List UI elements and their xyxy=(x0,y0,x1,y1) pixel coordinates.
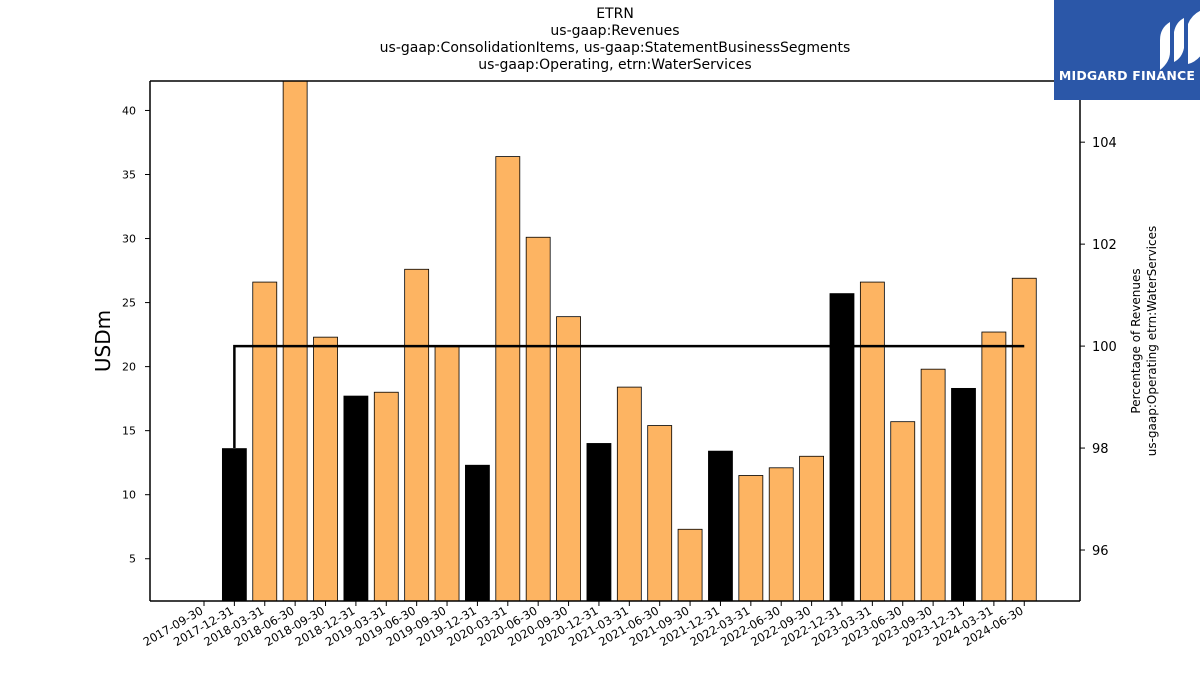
bar-2020-06-30 xyxy=(525,236,551,602)
bar-2017-12-31 xyxy=(221,448,247,602)
bar-2023-09-30 xyxy=(920,368,946,602)
brand-logo: MIDGARD FINANCE xyxy=(1054,0,1200,100)
title-axes: us-gaap:ConsolidationItems, us-gaap:Stat… xyxy=(379,40,851,56)
title-members: us-gaap:Operating, etrn:WaterServices xyxy=(478,57,752,73)
bar-2020-03-31 xyxy=(495,156,521,602)
title-concept: us-gaap:Revenues xyxy=(550,23,680,39)
bar-2019-06-30 xyxy=(404,268,430,602)
bar-2020-09-30 xyxy=(556,316,581,602)
ytick-label-35: 35 xyxy=(122,168,136,181)
bar-2018-03-31 xyxy=(252,281,278,602)
bar-2022-12-31 xyxy=(829,293,855,602)
ytick-label-5: 5 xyxy=(129,553,136,566)
bar-2023-03-31 xyxy=(859,281,885,602)
y-axis-right-label-2: us-gaap:Operating etrn:WaterServices xyxy=(1145,226,1159,457)
bar-2020-12-31 xyxy=(586,443,612,602)
ytick-label-30: 30 xyxy=(122,233,136,246)
title-ticker: ETRN xyxy=(596,6,634,22)
bar-2021-06-30 xyxy=(647,425,673,602)
bar-2021-03-31 xyxy=(616,386,642,602)
ytick-label-15: 15 xyxy=(122,425,136,438)
bar-2023-06-30 xyxy=(890,421,916,602)
bar-2024-03-31 xyxy=(981,331,1007,602)
bar-2022-03-31 xyxy=(738,475,764,602)
ytick-label-25: 25 xyxy=(122,297,136,310)
bar-2019-12-31 xyxy=(465,464,490,602)
y-axis-right-label-1: Percentage of Revenues xyxy=(1129,268,1143,413)
ytick-label-20: 20 xyxy=(122,361,136,374)
midgard-logo-icon xyxy=(1160,10,1200,70)
bar-2022-09-30 xyxy=(799,455,824,602)
y-axis-label: USDm xyxy=(91,310,115,372)
ytick-right-label-98: 98 xyxy=(1092,442,1109,457)
bar-2022-06-30 xyxy=(768,467,794,602)
ytick-right-label-96: 96 xyxy=(1092,544,1109,559)
bar-2021-12-31 xyxy=(708,450,733,602)
bar-2019-03-31 xyxy=(373,391,399,602)
ytick-label-10: 10 xyxy=(122,489,136,502)
percentage-line xyxy=(233,344,1025,449)
bar-2024-06-30 xyxy=(1011,277,1037,602)
ytick-right-label-102: 102 xyxy=(1092,238,1117,253)
bar-2018-09-30 xyxy=(313,336,338,602)
bar-2018-12-31 xyxy=(343,395,369,602)
brand-name: MIDGARD FINANCE xyxy=(1058,68,1196,83)
ytick-right-label-104: 104 xyxy=(1092,136,1117,151)
bar-2018-06-30 xyxy=(282,80,308,602)
bar-2019-09-30 xyxy=(434,345,460,602)
bar-2023-12-31 xyxy=(951,387,976,602)
ytick-label-40: 40 xyxy=(122,104,136,117)
bar-2021-09-30 xyxy=(677,528,703,602)
ytick-right-label-100: 100 xyxy=(1092,340,1117,355)
chart-title: ETRN us-gaap:Revenues us-gaap:Consolidat… xyxy=(150,6,1080,74)
